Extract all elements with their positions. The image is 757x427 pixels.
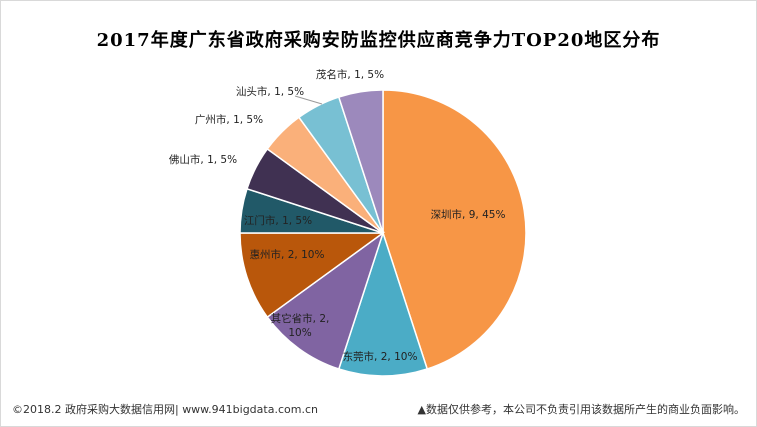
footer-copyright: ©2018.2 政府采购大数据信用网| www.941bigdata.com.c… [12,403,318,416]
chart-title: 2017年度广东省政府采购安防监控供应商竞争力TOP20地区分布 [96,30,661,51]
slice-label-2: 东莞市, 2, 10% [343,350,418,363]
pie-slice-9 [337,89,384,234]
leader-line-8 [294,95,323,105]
slice-label-5: 江门市, 1, 5% [244,214,312,227]
pie-slice-2 [337,230,429,377]
slice-label-6: 佛山市, 1, 5% [169,153,237,166]
slice-labels: 深圳市, 9, 45% 东莞市, 2, 10% 其它省市, 2, 10% 惠州市, 2,… [169,68,506,363]
slice-label-9: 茂名市, 1, 5% [316,68,384,81]
leader-lines [294,95,323,105]
slice-label-3: 其它省市, 2, 10% [271,312,330,339]
pie-slice-3 [266,231,385,370]
slice-label-1: 深圳市, 9, 45% [431,208,506,221]
footer-disclaimer: ▲数据仅供参考，本公司不负责引用该数据所产生的商业负面影响。 [417,403,745,416]
slice-label-4: 惠州市, 2, 10% [250,248,325,261]
pie-slice-1 [382,89,527,370]
pie-slices [239,89,527,377]
pie-slice-4 [239,232,386,319]
slice-label-7: 广州市, 1, 5% [195,113,263,126]
slice-label-8: 汕头市, 1, 5% [236,85,304,98]
